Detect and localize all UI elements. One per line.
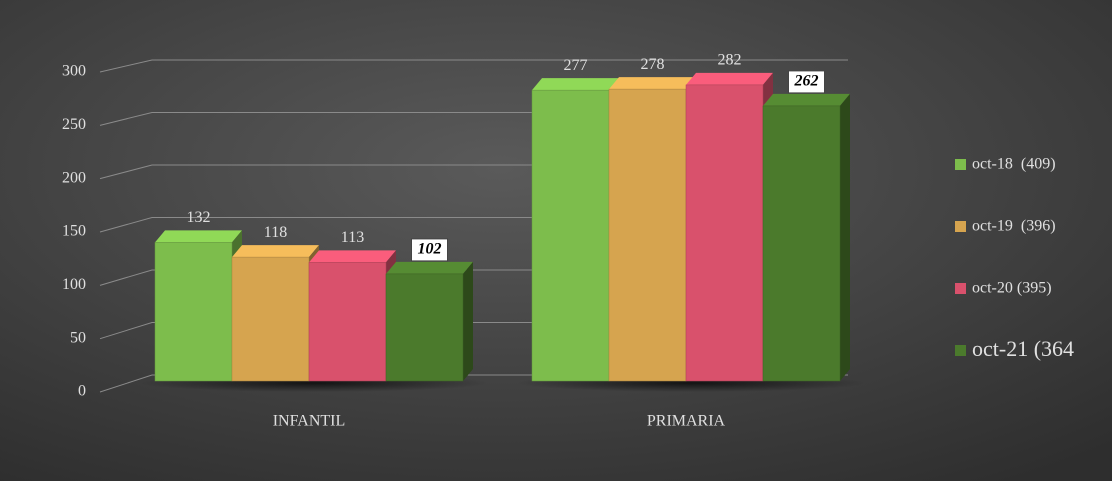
bar [385, 273, 464, 382]
data-label: 282 [718, 52, 742, 69]
data-label: 262 [794, 73, 819, 90]
bar-top [232, 245, 319, 258]
bar [308, 262, 387, 382]
bar [231, 256, 310, 382]
y-tick-label: 300 [62, 63, 86, 80]
bar-top [155, 230, 242, 243]
legend-label: oct-19 (396) [972, 218, 1056, 235]
y-tick-label: 100 [62, 276, 86, 293]
y-tick-label: 200 [62, 169, 86, 186]
x-tick-label: PRIMARIA [647, 413, 726, 430]
bar-side [463, 261, 473, 381]
legend-label: oct-18 (409) [972, 156, 1056, 173]
bar-side [840, 93, 850, 382]
bar [762, 105, 841, 382]
x-tick-label: INFANTIL [273, 413, 346, 430]
bar-top [686, 72, 773, 85]
data-label: 277 [564, 57, 588, 74]
data-label-box [411, 238, 448, 262]
bar [685, 84, 764, 382]
bar [531, 89, 610, 382]
bar-top [763, 93, 850, 106]
legend-swatch [955, 283, 966, 294]
bar-top [532, 78, 619, 91]
data-label: 278 [641, 56, 665, 73]
data-label: 102 [418, 241, 442, 258]
bar-top [386, 261, 473, 274]
legend-swatch [955, 221, 966, 232]
bar-top [609, 77, 696, 90]
data-label: 132 [187, 209, 211, 226]
y-tick-label: 50 [70, 329, 86, 346]
data-label: 113 [341, 229, 364, 246]
y-tick-label: 0 [78, 383, 86, 400]
data-label: 118 [264, 224, 287, 241]
legend-swatch [955, 159, 966, 170]
bar [154, 242, 233, 382]
y-tick-label: 150 [62, 223, 86, 240]
legend-label: oct-21 (364 [972, 336, 1074, 361]
margin [1112, 0, 1118, 481]
grid-line [99, 59, 848, 73]
bar [608, 88, 687, 382]
y-tick-label: 250 [62, 116, 86, 133]
data-label-box [788, 70, 825, 94]
legend-swatch [955, 345, 966, 356]
legend-label: oct-20 (395) [972, 280, 1052, 297]
bar-top [309, 250, 396, 263]
